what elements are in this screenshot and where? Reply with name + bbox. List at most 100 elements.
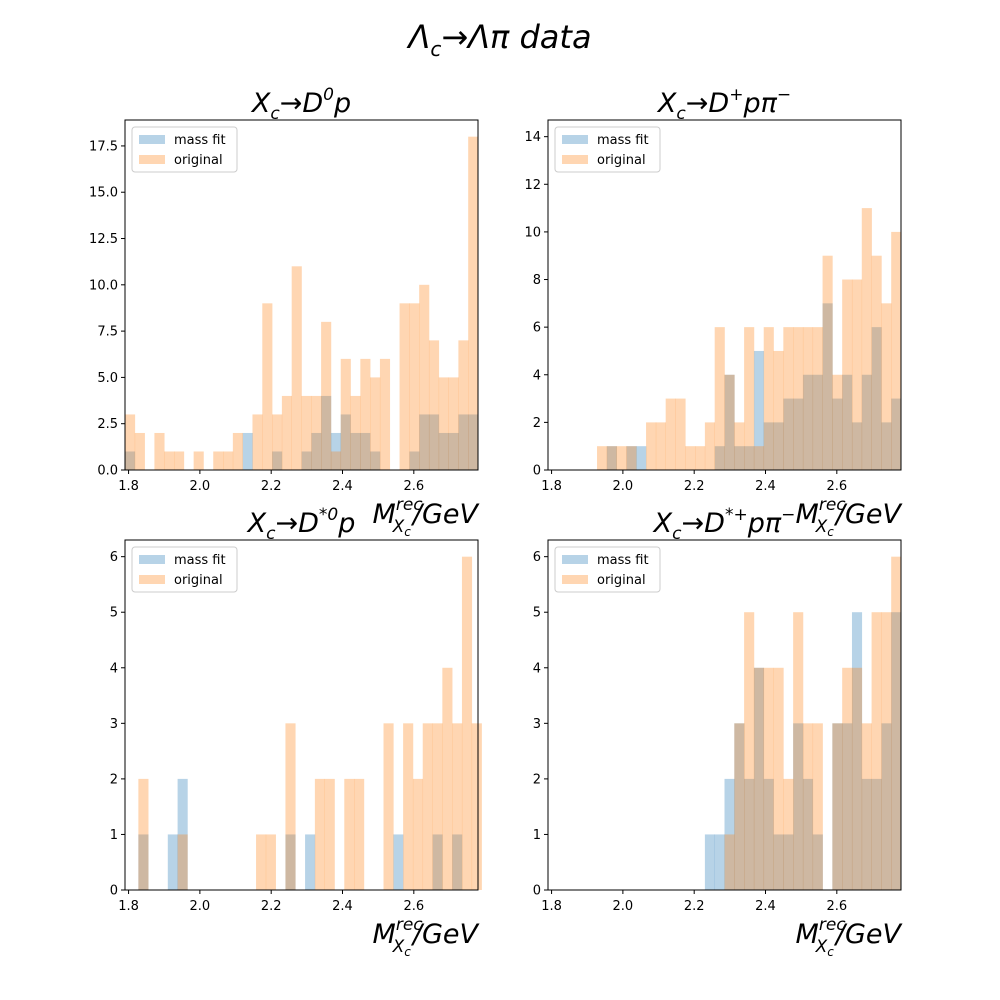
y-tick-label: 12.5	[89, 232, 118, 247]
bar	[606, 446, 617, 470]
chart-panel-2: 1.8 2.0 2.2 2.4 2.6 0 2 4 6 8 10 12 14 Xc→D+pπ− Mrec Xc…	[524, 85, 903, 539]
bar	[138, 834, 149, 890]
x-tick-label: 2.0	[190, 899, 211, 914]
bar	[232, 432, 243, 470]
bar	[223, 451, 234, 470]
y-tick-label: 7.5	[97, 325, 118, 340]
bar	[802, 327, 814, 470]
x-tick-label: 2.4	[332, 899, 353, 914]
bar	[832, 398, 843, 470]
y-tick-label: 4	[533, 368, 541, 383]
x-tick-label: 2.4	[332, 479, 353, 494]
bar	[265, 834, 276, 890]
bar	[734, 723, 745, 890]
legend-swatch	[562, 155, 588, 164]
bar	[861, 374, 872, 470]
y-tick-label: 5	[533, 606, 541, 621]
series-original	[138, 556, 482, 890]
legend-label: mass fit	[597, 553, 649, 568]
x-axis-label: Mrec Xc/GeV	[796, 915, 904, 959]
bar	[458, 414, 469, 470]
bar	[842, 279, 853, 470]
bar	[744, 778, 755, 890]
bar	[871, 327, 882, 470]
chart-title: Xc→D+pπ−	[656, 85, 791, 124]
bar	[354, 778, 365, 890]
bar	[321, 321, 332, 470]
bar	[461, 556, 473, 890]
bar	[881, 723, 892, 890]
bar	[432, 834, 443, 890]
x-tick-label: 1.8	[541, 479, 562, 494]
y-tick-label: 10.0	[89, 278, 118, 293]
chart-panel-1: 1.8 2.0 2.2 2.4 2.6 0.0 2.5 5.0 7.5 10.0 12.5 15.0 1…	[89, 85, 480, 539]
legend-label: original	[174, 153, 223, 168]
bar	[675, 398, 686, 470]
bar	[812, 374, 823, 470]
bar	[773, 667, 784, 890]
legend-label: original	[597, 573, 646, 588]
bar	[340, 414, 351, 470]
y-tick-label: 14	[524, 130, 541, 145]
y-tick-label: 6	[533, 321, 541, 336]
legend: mass fit original	[131, 546, 238, 593]
x-tick-label: 1.8	[118, 479, 139, 494]
bar	[458, 340, 469, 470]
bar	[626, 446, 637, 470]
bar	[753, 446, 765, 470]
bar	[734, 422, 745, 470]
bar	[822, 255, 833, 470]
bar	[783, 398, 794, 470]
bar	[842, 723, 853, 890]
bar	[330, 451, 342, 470]
bar	[597, 446, 608, 470]
bar	[311, 432, 322, 470]
bar	[324, 778, 335, 890]
bar	[330, 432, 342, 470]
bar	[802, 723, 814, 890]
y-tick-label: 8	[533, 273, 541, 288]
bar	[861, 778, 872, 890]
bar	[851, 667, 863, 890]
bar	[773, 422, 784, 470]
bar	[252, 414, 263, 470]
bar	[871, 255, 882, 470]
bar	[409, 303, 420, 470]
legend: mass fit original	[131, 126, 238, 173]
bar	[177, 834, 188, 890]
y-tick-label: 6	[110, 550, 118, 565]
bar	[842, 374, 853, 470]
y-tick-label: 1	[533, 828, 541, 843]
bar	[360, 358, 371, 470]
bar	[665, 398, 676, 470]
bar	[468, 414, 479, 470]
bar	[646, 422, 657, 470]
bar	[724, 374, 735, 470]
bar	[714, 327, 725, 470]
chart-title: Xc→D*+pπ−	[652, 505, 796, 544]
bar	[301, 395, 312, 470]
legend-label: mass fit	[174, 553, 226, 568]
legend-swatch	[139, 555, 165, 564]
legend-label: original	[597, 153, 646, 168]
bar	[832, 723, 843, 890]
legend: mass fit original	[554, 546, 661, 593]
bar	[724, 778, 735, 890]
bar	[256, 834, 267, 890]
bar	[851, 612, 863, 890]
bar	[851, 422, 863, 470]
bar	[802, 778, 814, 890]
x-tick-label: 2.2	[684, 479, 705, 494]
bar	[685, 446, 696, 470]
y-tick-label: 5	[110, 606, 118, 621]
bar	[134, 432, 145, 470]
legend-swatch	[139, 135, 165, 144]
y-tick-label: 2.5	[97, 417, 118, 432]
x-tick-label: 2.4	[755, 479, 776, 494]
x-tick-label: 2.0	[613, 479, 634, 494]
bar	[213, 451, 224, 470]
legend-label: mass fit	[597, 133, 649, 148]
y-tick-label: 2	[533, 772, 541, 787]
bar	[419, 414, 430, 470]
